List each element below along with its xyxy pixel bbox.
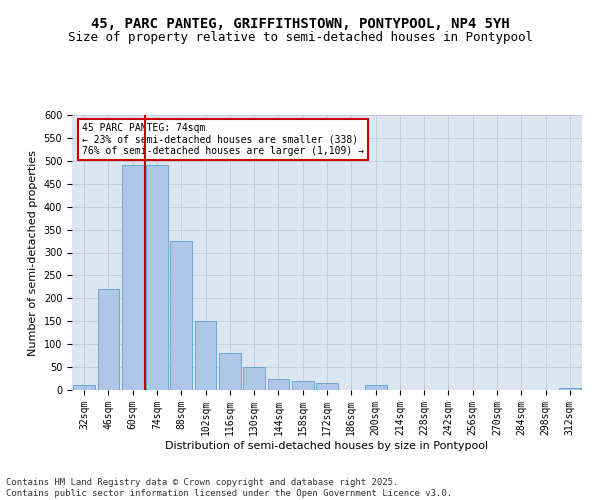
Bar bbox=[559, 388, 581, 390]
X-axis label: Distribution of semi-detached houses by size in Pontypool: Distribution of semi-detached houses by … bbox=[166, 440, 488, 450]
Bar bbox=[292, 381, 314, 390]
Bar bbox=[316, 383, 338, 390]
Text: Contains HM Land Registry data © Crown copyright and database right 2025.
Contai: Contains HM Land Registry data © Crown c… bbox=[6, 478, 452, 498]
Bar bbox=[170, 241, 192, 390]
Bar bbox=[73, 386, 95, 390]
Bar bbox=[146, 166, 168, 390]
Bar bbox=[365, 386, 386, 390]
Text: 45, PARC PANTEG, GRIFFITHSTOWN, PONTYPOOL, NP4 5YH: 45, PARC PANTEG, GRIFFITHSTOWN, PONTYPOO… bbox=[91, 18, 509, 32]
Bar bbox=[194, 322, 217, 390]
Bar bbox=[243, 367, 265, 390]
Bar bbox=[219, 354, 241, 390]
Bar bbox=[268, 378, 289, 390]
Y-axis label: Number of semi-detached properties: Number of semi-detached properties bbox=[28, 150, 38, 356]
Text: 45 PARC PANTEG: 74sqm
← 23% of semi-detached houses are smaller (338)
76% of sem: 45 PARC PANTEG: 74sqm ← 23% of semi-deta… bbox=[82, 123, 364, 156]
Bar bbox=[122, 166, 143, 390]
Bar bbox=[97, 289, 119, 390]
Text: Size of property relative to semi-detached houses in Pontypool: Size of property relative to semi-detach… bbox=[67, 31, 533, 44]
